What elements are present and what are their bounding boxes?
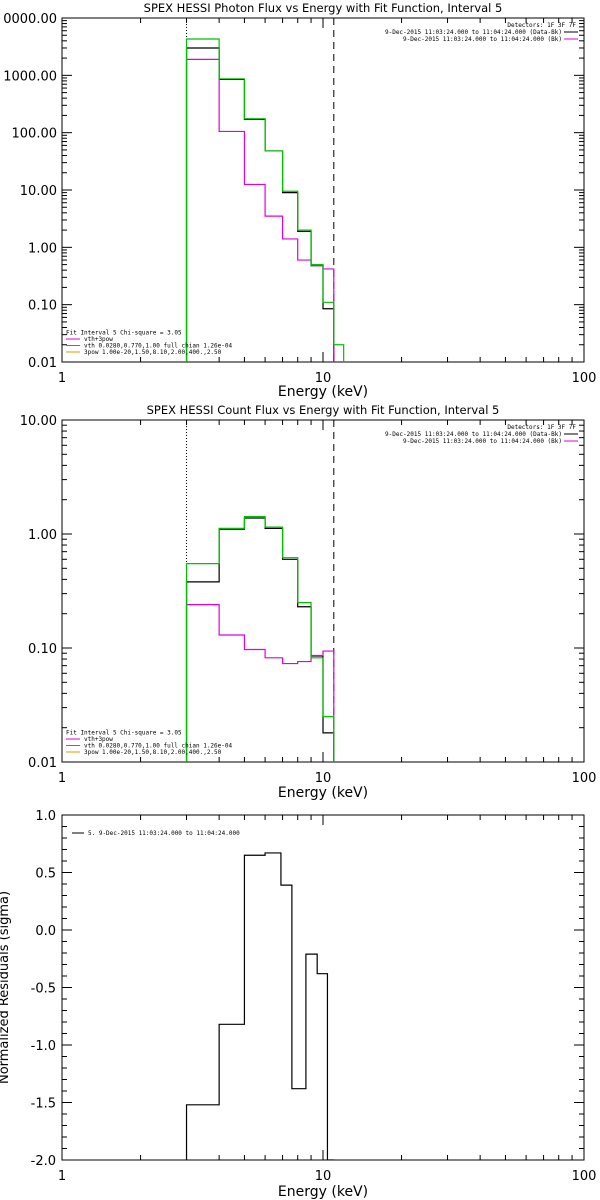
series-line-2 — [185, 58, 335, 362]
y-tick-label: 0.0 — [35, 924, 56, 939]
y-tick-label: 10.00 — [20, 414, 57, 429]
y-axis-label: Normalized Residuals (sigma) — [0, 891, 12, 1084]
chart-panel-3: 1 10 100 Energy (keV) 1.0 0.5 0.0 -0.5 -1.0 -1.5 -… — [0, 809, 596, 1200]
legend-fit-text: Fit Interval 5 Chi-square = 3.05 — [66, 330, 182, 337]
y-tick-label: 0.01 — [28, 756, 57, 771]
x-tick-label: 10 — [315, 371, 332, 386]
legend-top-text: Detectors: 1F 3F 7F — [507, 424, 576, 431]
series-line-2 — [185, 604, 335, 762]
y-tick-label: 0.01 — [28, 356, 57, 371]
series-line-3 — [185, 38, 345, 362]
legend-text: 3pow 1.00e-20,1.50,8.10,2.00,400.,2.50 — [84, 349, 222, 356]
legend-text: vth+3pow — [84, 736, 113, 743]
y-tick-label: 1000.00 — [3, 69, 57, 84]
legend-text: 5. 9-Dec-2015 11:03:24.000 to 11:04:24.0… — [88, 830, 240, 837]
legend-text: 3pow 1.00e-20,1.50,8.10,2.00,400.,2.50 — [84, 749, 222, 756]
chart-panel-2: SPEX HESSI Count Flux vs Energy with Fit… — [20, 403, 597, 801]
y-tick-label: 1.00 — [28, 241, 57, 256]
series-line-3 — [185, 516, 335, 762]
x-tick-label: 100 — [572, 771, 597, 786]
y-tick-label: 10.00 — [20, 184, 57, 199]
x-axis-label: Energy (keV) — [278, 785, 368, 801]
y-tick-label: -1.5 — [31, 1097, 56, 1112]
y-tick-label: 1.0 — [35, 809, 56, 824]
y-tick-label: -1.0 — [31, 1039, 56, 1054]
legend-top-text: Detectors: 1F 3F 7F — [507, 22, 576, 29]
legend-text: vth 0.0280,0.770,1.00 full chian 1.26e-0… — [84, 743, 232, 750]
legend-top-text: 9-Dec-2015 11:03:24.000 to 11:04:24.000 … — [403, 438, 562, 445]
legend-top-text: 9-Dec-2015 11:03:24.000 to 11:04:24.000 … — [385, 431, 562, 438]
y-tick-label: 0.5 — [35, 867, 56, 882]
x-axis-label: Energy (keV) — [278, 384, 368, 400]
x-tick-label: 1 — [58, 771, 66, 786]
chart-title: SPEX HESSI Count Flux vs Energy with Fit… — [147, 403, 500, 417]
plot-frame — [61, 814, 585, 1161]
legend-top-text: 9-Dec-2015 11:03:24.000 to 11:04:24.000 … — [403, 36, 562, 43]
series-line-1 — [185, 47, 335, 362]
x-axis-label: Energy (keV) — [278, 1184, 368, 1200]
series-line-1 — [185, 517, 335, 762]
y-tick-label: 100.00 — [12, 127, 58, 142]
x-tick-label: 1 — [58, 1169, 66, 1184]
legend-text: vth 0.0280,0.770,1.00 full chian 1.26e-0… — [84, 343, 232, 350]
plot-frame — [61, 17, 585, 363]
y-tick-label: 0000.00 — [3, 12, 57, 27]
x-tick-label: 100 — [572, 1169, 597, 1184]
x-tick-label: 100 — [572, 371, 597, 386]
y-tick-label: 0.10 — [28, 299, 57, 314]
y-tick-label: -0.5 — [31, 982, 56, 997]
chart-title: SPEX HESSI Photon Flux vs Energy with Fi… — [144, 1, 503, 15]
x-tick-label: 10 — [315, 1169, 332, 1184]
legend-fit-text: Fit Interval 5 Chi-square = 3.05 — [66, 730, 182, 737]
x-tick-label: 1 — [58, 371, 66, 386]
y-tick-label: 1.00 — [28, 528, 57, 543]
chart-panel-1: SPEX HESSI Photon Flux vs Energy with Fi… — [3, 1, 596, 400]
y-tick-label: 0.10 — [28, 642, 57, 657]
legend-text: vth+3pow — [84, 336, 113, 343]
x-tick-label: 10 — [315, 771, 332, 786]
series-line-1 — [185, 852, 334, 1160]
y-tick-label: -2.0 — [31, 1154, 56, 1169]
legend-top-text: 9-Dec-2015 11:03:24.000 to 11:04:24.000 … — [385, 29, 562, 36]
